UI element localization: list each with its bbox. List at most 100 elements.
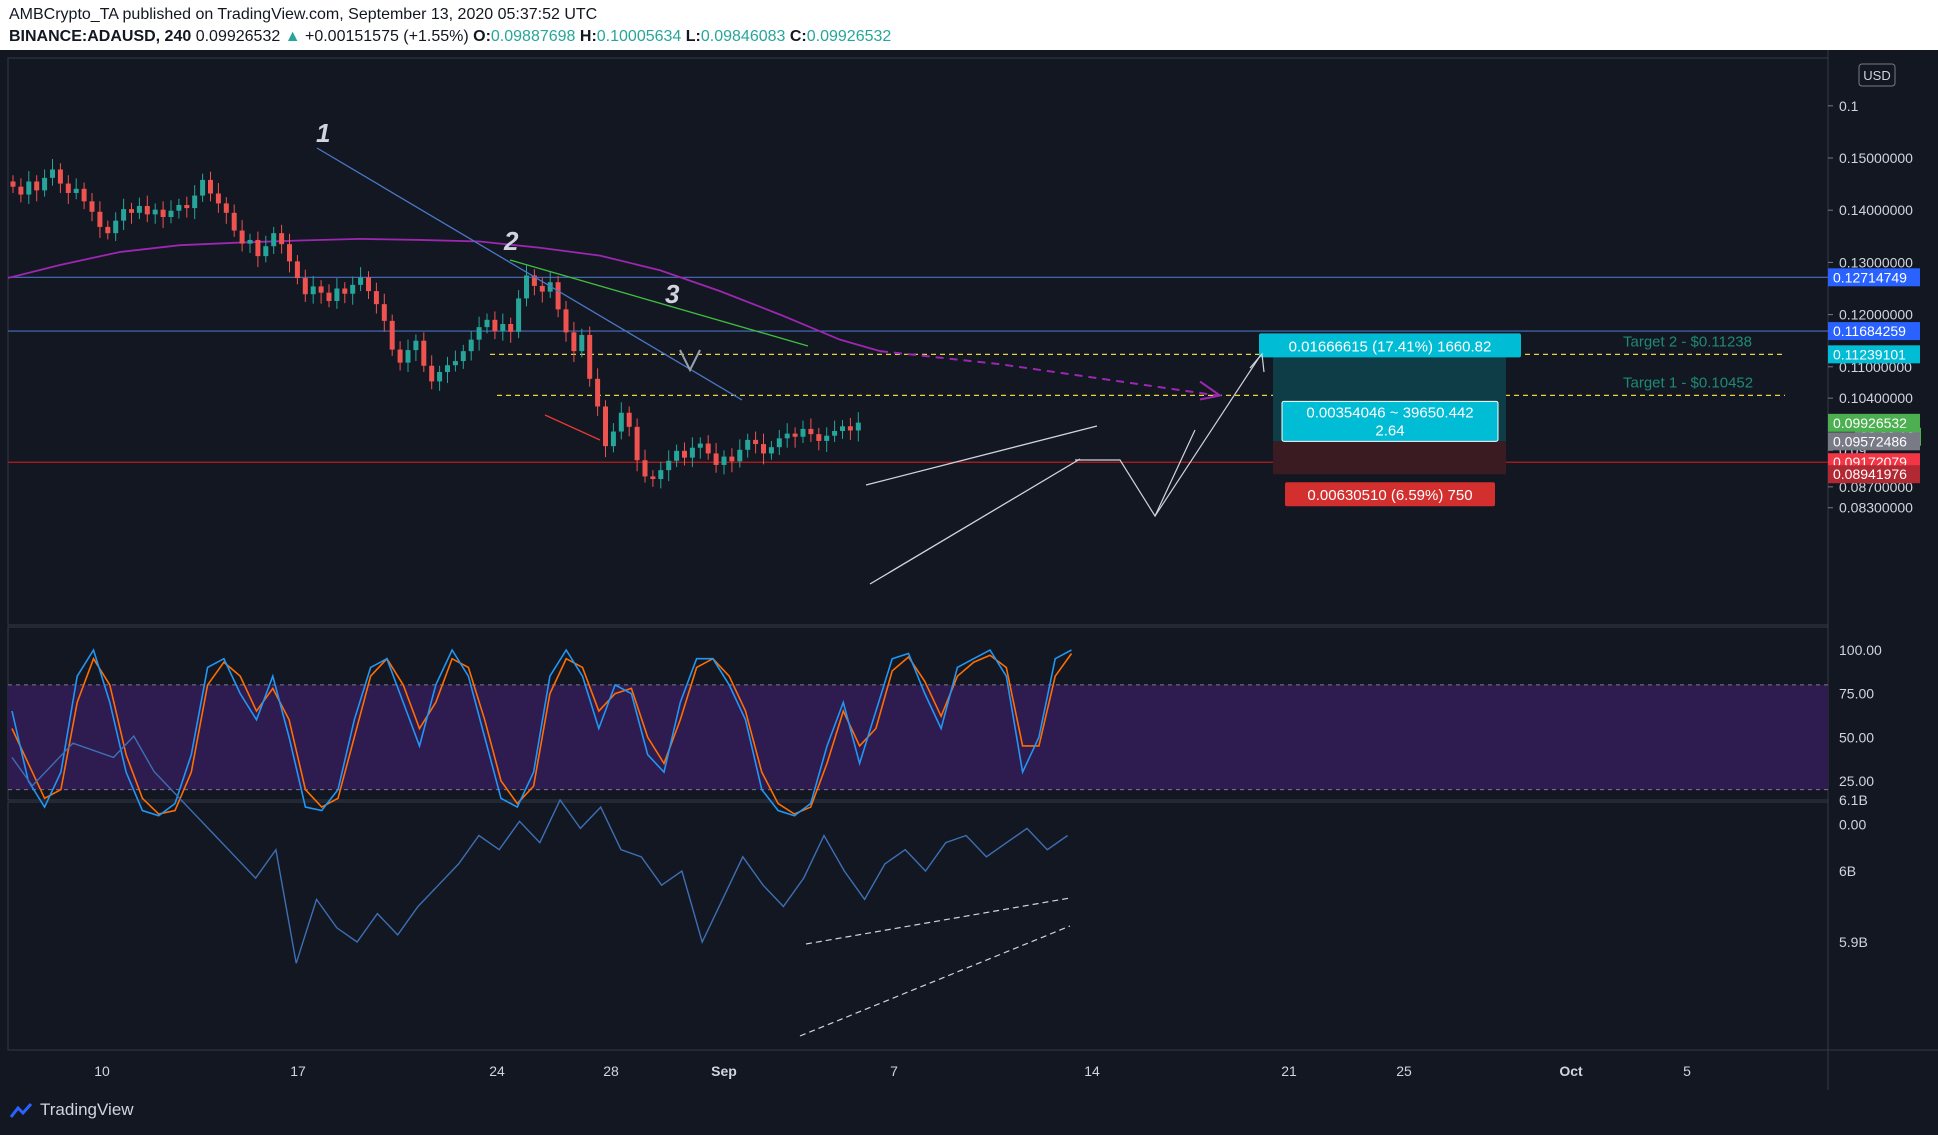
- candle-body: [745, 439, 751, 450]
- candle-body: [105, 226, 111, 234]
- candle-body: [697, 443, 703, 448]
- position-target-label: 0.01666615 (17.41%) 1660.82: [1289, 338, 1492, 355]
- price-label: 0.08941976: [1833, 466, 1907, 482]
- candle-body: [192, 195, 198, 209]
- trendline-red: [544, 414, 601, 441]
- candle-body: [113, 220, 119, 234]
- candle-body: [121, 209, 127, 221]
- candle-body: [626, 412, 632, 427]
- price-chart[interactable]: Target 2 - $0.11238 Target 1 - $0.10452 0.…: [0, 50, 1938, 1090]
- candle-body: [271, 233, 277, 247]
- candle-body: [215, 193, 221, 204]
- up-arrow-icon: ▲: [284, 28, 301, 45]
- candle-body: [618, 412, 624, 432]
- candle-body: [421, 340, 427, 366]
- candle-body: [666, 460, 672, 471]
- candle-body: [81, 188, 87, 202]
- candle-body: [405, 350, 411, 363]
- last-price: 0.09926532: [195, 28, 281, 45]
- obv-axis-label: 6.1B: [1839, 792, 1868, 808]
- stoch-axis-label: 100.00: [1839, 642, 1882, 658]
- close-value: 0.09926532: [806, 28, 892, 45]
- candle-body: [571, 332, 577, 352]
- moving-average-line: [7, 238, 881, 353]
- candle-body: [508, 323, 514, 332]
- wave-label-3: 3: [665, 279, 680, 309]
- candle-body: [674, 450, 680, 461]
- projection-path-2: [1154, 355, 1261, 517]
- candle-body: [816, 434, 822, 441]
- candle-body: [689, 447, 695, 458]
- candle-body: [682, 450, 687, 458]
- candle-body: [287, 244, 292, 262]
- candle-body: [492, 319, 498, 332]
- symbol-name[interactable]: BINANCE:ADAUSD, 240: [9, 28, 192, 45]
- publisher-name[interactable]: AMBCrypto_TA: [9, 6, 119, 23]
- candle-body: [468, 339, 474, 352]
- trendline-blue-1: [316, 147, 743, 401]
- candle-body: [784, 433, 790, 439]
- candle-body: [381, 304, 387, 321]
- price-tick-label: 0.08300000: [1839, 500, 1913, 516]
- price-label: 0.09572486: [1833, 433, 1907, 449]
- tradingview-logo[interactable]: TradingView: [8, 1100, 134, 1120]
- candle-body: [642, 460, 648, 477]
- candle-body: [847, 426, 853, 431]
- candle-body: [610, 431, 616, 447]
- candle-body: [595, 378, 601, 407]
- price-label-box: [1828, 465, 1920, 484]
- position-stop-label-box: [1285, 482, 1495, 507]
- candle-body: [129, 209, 134, 213]
- candle-body: [800, 428, 806, 437]
- candle-body: [144, 206, 150, 215]
- symbol-line: BINANCE:ADAUSD, 240 0.09926532 ▲ +0.0015…: [9, 28, 891, 46]
- wave-zigzag: [679, 349, 701, 373]
- candle-body: [302, 278, 308, 295]
- candle-body: [65, 183, 71, 193]
- candle-body: [603, 406, 608, 447]
- stoch-axis-label: 75.00: [1839, 686, 1874, 702]
- chart-header: AMBCrypto_TA published on TradingView.co…: [0, 0, 1938, 50]
- candle-body: [255, 239, 261, 257]
- candle-body: [587, 334, 593, 379]
- candle-body: [658, 470, 664, 480]
- price-label-box: [1828, 413, 1920, 432]
- candle-body: [318, 286, 324, 293]
- candle-body: [721, 456, 727, 465]
- target-label-0: Target 2 - $0.11238: [1623, 333, 1752, 350]
- candle-body: [397, 349, 403, 363]
- trendline-green: [509, 259, 809, 347]
- candle-body: [342, 288, 348, 294]
- candle-body: [500, 323, 506, 332]
- target-label-1: Target 1 - $0.10452: [1623, 374, 1753, 391]
- candle-body: [634, 426, 640, 461]
- candle-body: [484, 319, 490, 328]
- candle-body: [73, 188, 79, 193]
- position-target-label-box: [1259, 333, 1521, 358]
- candle-body: [231, 212, 237, 231]
- candle-body: [334, 288, 340, 302]
- candle-body: [713, 453, 719, 465]
- price-tick-label: 0.14000000: [1839, 202, 1913, 218]
- moving-average-projection: [879, 350, 1219, 397]
- candle-body: [247, 239, 253, 244]
- candle-body: [579, 334, 585, 352]
- candle-body: [840, 426, 845, 432]
- price-label-box: [1828, 322, 1920, 341]
- price-change: +0.00151575 (+1.55%): [304, 28, 469, 45]
- candle-body: [792, 433, 798, 437]
- candle-body: [761, 444, 766, 454]
- candle-body: [808, 428, 814, 435]
- obv-line: [11, 734, 1069, 964]
- candle-body: [389, 320, 395, 350]
- candle-body: [239, 230, 245, 244]
- candle-body: [263, 246, 269, 257]
- candle-body: [42, 177, 48, 191]
- candle-body: [152, 209, 158, 215]
- candle-body: [184, 204, 190, 209]
- candle-body: [50, 169, 55, 178]
- published-text: published on TradingView.com, September …: [118, 6, 598, 23]
- candle-body: [729, 456, 735, 462]
- obv-wedge-upper: [805, 897, 1071, 945]
- close-label: C:: [789, 28, 807, 45]
